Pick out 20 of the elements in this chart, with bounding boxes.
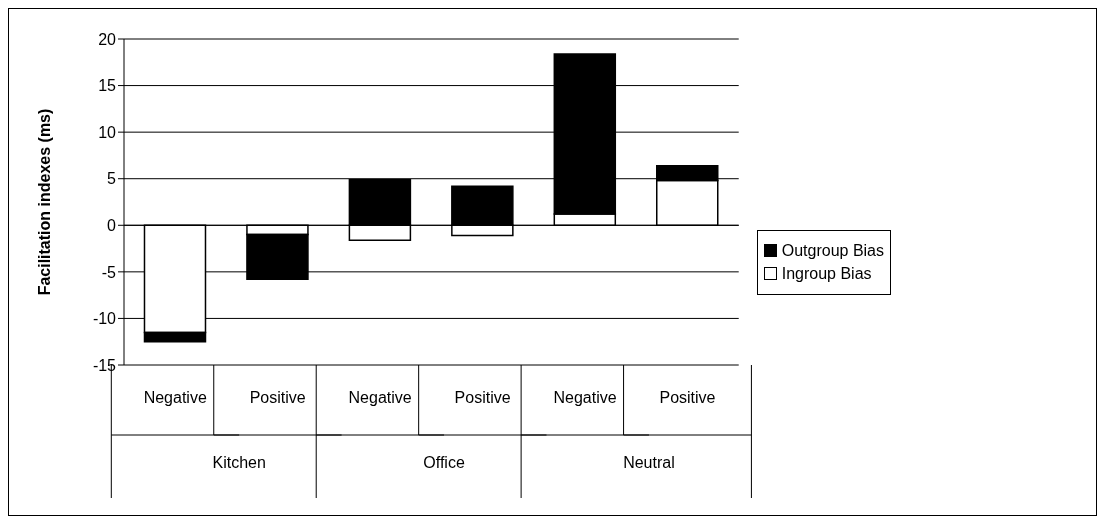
text: Kitchen: [212, 454, 266, 471]
y-tick-label: 15: [98, 77, 117, 95]
text: Office: [423, 454, 465, 471]
x-tick-label: Positive: [454, 389, 511, 406]
y-tick-label: 0: [107, 216, 117, 234]
legend-label: Outgroup Bias: [781, 241, 884, 260]
x-tick-label: Positive: [249, 389, 306, 406]
y-tick-label: 20: [98, 30, 117, 48]
y-tick-label: -15: [92, 356, 117, 374]
x-tick-label: Negative: [553, 389, 617, 406]
x-tick-label: Negative: [348, 389, 412, 406]
y-tick-label: -5: [101, 263, 117, 281]
y-tick-label: -10: [92, 310, 117, 328]
y-tick-label: 10: [98, 123, 117, 141]
y-tick-label: 5: [107, 170, 117, 188]
x-tick-label: Positive: [659, 389, 716, 406]
legend-label: Ingroup Bias: [781, 264, 872, 283]
text: Neutral: [623, 454, 675, 471]
y-axis-title: Facilitation indexes (ms): [35, 108, 53, 296]
x-tick-label: Negative: [143, 389, 207, 406]
